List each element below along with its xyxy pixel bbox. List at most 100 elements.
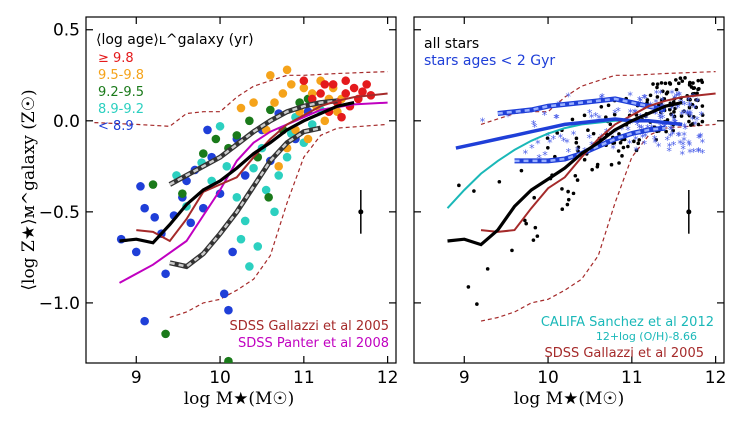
right-point-young-115: * <box>669 88 675 101</box>
right-point-young-128: * <box>551 133 557 146</box>
right-point-young-21: * <box>696 132 702 145</box>
right-point-all-42 <box>532 195 536 200</box>
left-point-18 <box>224 305 233 315</box>
right-point-young-120: * <box>687 109 693 122</box>
left-point-16 <box>215 189 225 198</box>
right-point-all-159 <box>617 161 621 165</box>
left-point-62 <box>224 356 233 363</box>
right-point-young-40: * <box>619 123 625 136</box>
right-point-young-85: * <box>688 110 694 123</box>
right-plot-frame <box>413 16 725 364</box>
right-point-all-157 <box>599 104 604 109</box>
left-point-50 <box>178 189 187 198</box>
right-point-young-135: * <box>690 91 696 104</box>
right-point-young-130: * <box>612 126 618 139</box>
left-point-86 <box>307 94 317 104</box>
right-point-all-74 <box>673 106 677 111</box>
right-point-all-16 <box>682 109 686 113</box>
right-point-all-60 <box>655 82 660 86</box>
right-point-all-52 <box>531 238 536 242</box>
right-point-young-9: * <box>679 109 685 122</box>
x-tick-label-10: 10 <box>537 368 559 388</box>
x-tick-label-9: 9 <box>459 368 470 388</box>
right-annotation-califa-formula: 12+log (O/H)-8.66 <box>596 330 697 343</box>
left-annotation-panter: SDSS Panter et al 2008 <box>238 336 389 351</box>
right-point-all-83 <box>699 78 704 83</box>
right-point-young-17: * <box>566 90 572 103</box>
right-point-young-0: * <box>669 103 675 116</box>
right-x-axis-label: log M★(M☉) <box>514 389 625 409</box>
right-point-young-124: * <box>586 132 592 145</box>
right-point-young-10: * <box>680 143 686 156</box>
x-tick-label-11: 11 <box>621 368 643 388</box>
right-point-all-66 <box>519 168 524 173</box>
right-califa-line <box>446 119 649 209</box>
right-point-young-78: * <box>658 113 664 126</box>
right-point-all-118 <box>636 141 641 146</box>
right-point-all-127 <box>582 113 587 118</box>
left-point-7 <box>161 269 170 279</box>
left-point-67 <box>270 98 279 107</box>
right-point-all-110 <box>574 140 579 145</box>
right-point-all-14 <box>691 81 695 85</box>
right-point-all-37 <box>665 118 670 122</box>
y-tick-label-3: −1.0 <box>39 294 80 314</box>
right-point-young-76: * <box>669 100 675 113</box>
right-point-young-144: * <box>676 130 682 143</box>
right-point-young-139: * <box>535 138 541 151</box>
right-point-young-66: * <box>529 142 535 155</box>
left-point-47 <box>253 242 263 251</box>
left-median-line <box>119 101 355 245</box>
right-point-all-27 <box>637 138 642 142</box>
right-point-young-55: * <box>599 91 605 104</box>
right-point-young-142: * <box>665 134 671 147</box>
right-point-young-19: * <box>547 136 553 149</box>
right-point-young-32: * <box>677 90 683 103</box>
right-point-all-142 <box>665 90 670 95</box>
right-point-all-141 <box>606 103 611 108</box>
right-point-all-105 <box>510 248 514 253</box>
left-point-38 <box>274 171 284 180</box>
right-point-all-44 <box>700 113 705 117</box>
left-point-17 <box>219 289 229 299</box>
right-point-all-163 <box>566 197 571 202</box>
x-tick-label-10: 10 <box>209 368 231 388</box>
left-point-1 <box>131 247 141 257</box>
left-gallazzi-lower <box>169 123 388 319</box>
right-point-young-97: * <box>675 100 681 113</box>
x-tick-label-12: 12 <box>377 368 399 388</box>
right-point-young-131: * <box>545 130 551 143</box>
right-point-young-147: * <box>692 102 698 115</box>
x-tick-label-11: 11 <box>293 368 315 388</box>
right-point-all-100 <box>680 79 685 83</box>
right-point-young-133: * <box>643 112 649 125</box>
right-point-young-60: * <box>668 130 674 143</box>
right-point-all-102 <box>696 122 701 127</box>
left-point-39 <box>282 152 292 162</box>
right-point-young-96: * <box>657 111 663 124</box>
right-point-young-39: * <box>542 149 548 162</box>
right-point-all-116 <box>678 76 683 80</box>
right-point-young-86: * <box>625 124 631 137</box>
right-point-all-81 <box>667 107 672 112</box>
right-point-young-31: * <box>658 87 664 100</box>
left-x-axis-label: log M★(M☉) <box>184 389 295 409</box>
left-point-55 <box>245 116 254 126</box>
right-point-young-38: * <box>642 138 648 151</box>
right-point-young-30: * <box>669 124 675 137</box>
right-legend-all-stars: all stars <box>424 36 479 52</box>
right-point-young-77: * <box>609 129 615 142</box>
right-point-all-143 <box>696 87 700 92</box>
left-point-51 <box>198 149 208 158</box>
left-point-46 <box>245 262 254 271</box>
right-point-young-125: * <box>634 119 640 132</box>
right-point-young-33: * <box>670 111 676 124</box>
right-point-all-162 <box>695 91 699 96</box>
right-point-young-34: * <box>680 139 686 152</box>
left-point-49 <box>148 180 158 189</box>
left-point-85 <box>282 65 292 75</box>
left-point-99 <box>320 80 330 89</box>
right-point-all-108 <box>651 82 655 86</box>
age-bin-2: 9.2-9.5 <box>98 85 144 100</box>
right-point-young-119: * <box>633 144 639 157</box>
